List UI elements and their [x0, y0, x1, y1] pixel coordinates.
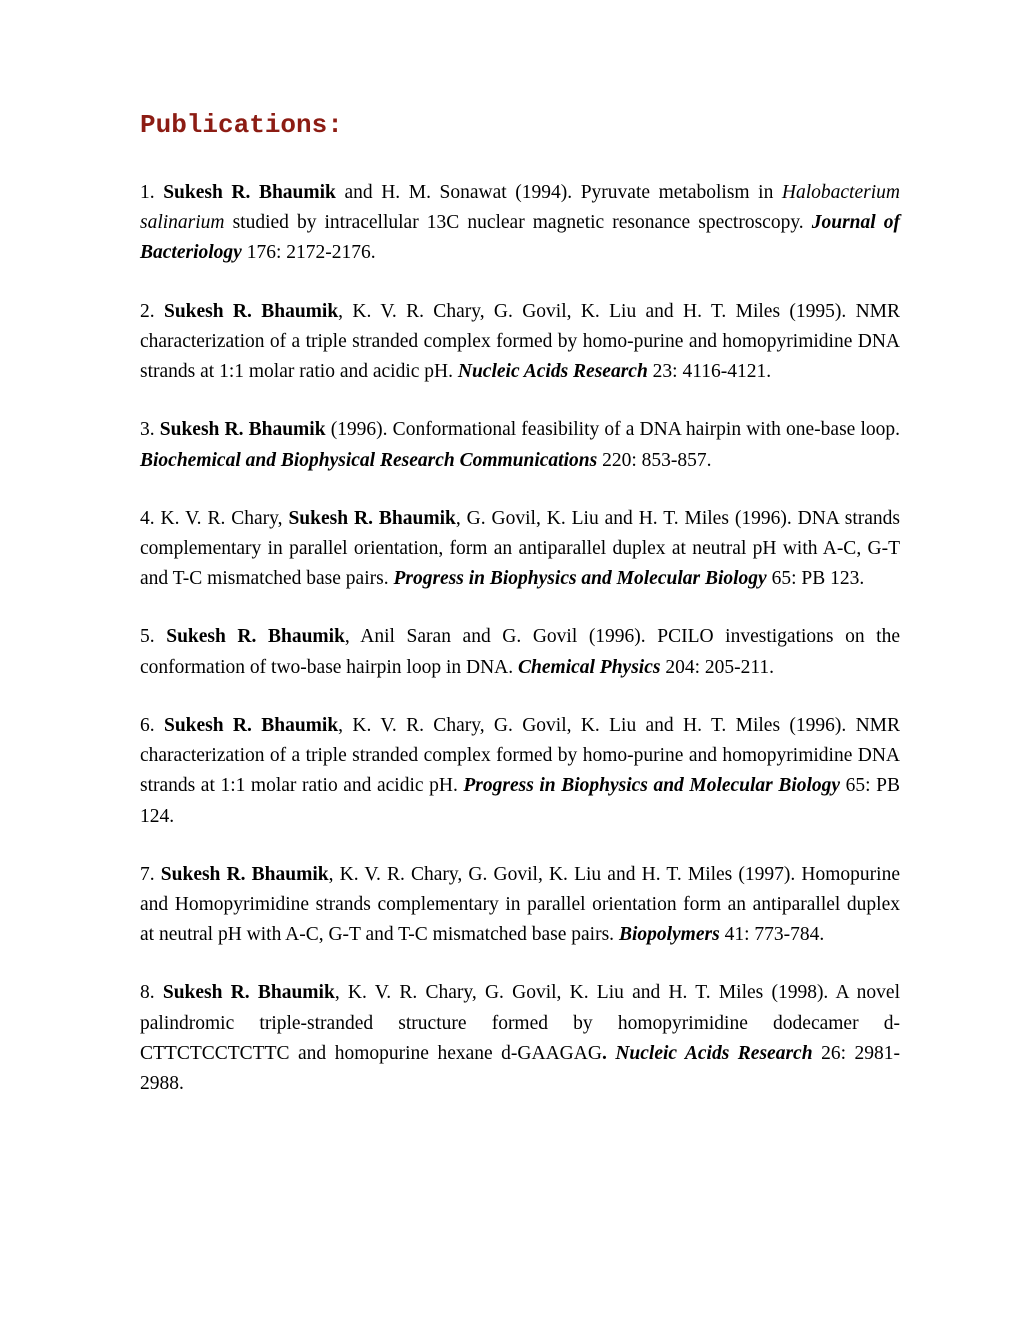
- entry-text: and H. M. Sonawat (1994). Pyruvate metab…: [336, 182, 782, 203]
- entry-num: 2.: [140, 301, 164, 322]
- publication-entry: 5. Sukesh R. Bhaumik, Anil Saran and G. …: [140, 622, 900, 682]
- entry-author: Sukesh R. Bhaumik: [288, 508, 455, 529]
- entry-tail: 65: PB 123.: [767, 568, 865, 589]
- publication-entry: 7. Sukesh R. Bhaumik, K. V. R. Chary, G.…: [140, 860, 900, 951]
- publication-entry: 4. K. V. R. Chary, Sukesh R. Bhaumik, G.…: [140, 504, 900, 595]
- entry-num: 1.: [140, 182, 163, 203]
- publication-entry: 1. Sukesh R. Bhaumik and H. M. Sonawat (…: [140, 178, 900, 269]
- entry-num: 7.: [140, 864, 161, 885]
- entry-author: Sukesh R. Bhaumik: [164, 301, 338, 322]
- publication-entry: 3. Sukesh R. Bhaumik (1996). Conformatio…: [140, 415, 900, 475]
- entry-tail: 220: 853-857.: [597, 450, 711, 471]
- entry-num: 6.: [140, 715, 164, 736]
- entry-journal: Biopolymers: [619, 924, 720, 945]
- entry-author: Sukesh R. Bhaumik: [163, 982, 335, 1003]
- entry-author: Sukesh R. Bhaumik: [164, 715, 338, 736]
- entry-num: 5.: [140, 626, 166, 647]
- entry-author: Sukesh R. Bhaumik: [163, 182, 336, 203]
- entry-journal: Progress in Biophysics and Molecular Bio…: [393, 568, 766, 589]
- entry-num: 4. K. V. R. Chary,: [140, 508, 288, 529]
- publication-entry: 8. Sukesh R. Bhaumik, K. V. R. Chary, G.…: [140, 978, 900, 1099]
- publication-entry: 6. Sukesh R. Bhaumik, K. V. R. Chary, G.…: [140, 711, 900, 832]
- entry-journal: Biochemical and Biophysical Research Com…: [140, 450, 597, 471]
- entry-num: 3.: [140, 419, 160, 440]
- entry-tail: 23: 4116-4121.: [648, 361, 771, 382]
- entry-journal: Chemical Physics: [518, 657, 660, 678]
- entry-journal: Progress in Biophysics and Molecular Bio…: [463, 775, 840, 796]
- entry-bold-period: .: [602, 1043, 615, 1064]
- publication-entry: 2. Sukesh R. Bhaumik, K. V. R. Chary, G.…: [140, 297, 900, 388]
- publications-title: Publications:: [140, 110, 900, 140]
- entry-text: (1996). Conformational feasibility of a …: [326, 419, 900, 440]
- entry-journal: Nucleic Acids Research: [615, 1043, 812, 1064]
- entry-text: studied by intracellular 13C nuclear mag…: [225, 212, 812, 233]
- entry-author: Sukesh R. Bhaumik: [166, 626, 345, 647]
- entry-tail: 204: 205-211.: [660, 657, 774, 678]
- entry-num: 8.: [140, 982, 163, 1003]
- entry-author: Sukesh R. Bhaumik: [160, 419, 326, 440]
- entry-tail: 176: 2172-2176.: [242, 242, 376, 263]
- entry-journal: Nucleic Acids Research: [458, 361, 648, 382]
- entry-tail: 41: 773-784.: [720, 924, 825, 945]
- entry-author: Sukesh R. Bhaumik: [161, 864, 329, 885]
- page: Publications: 1. Sukesh R. Bhaumik and H…: [0, 0, 1020, 1187]
